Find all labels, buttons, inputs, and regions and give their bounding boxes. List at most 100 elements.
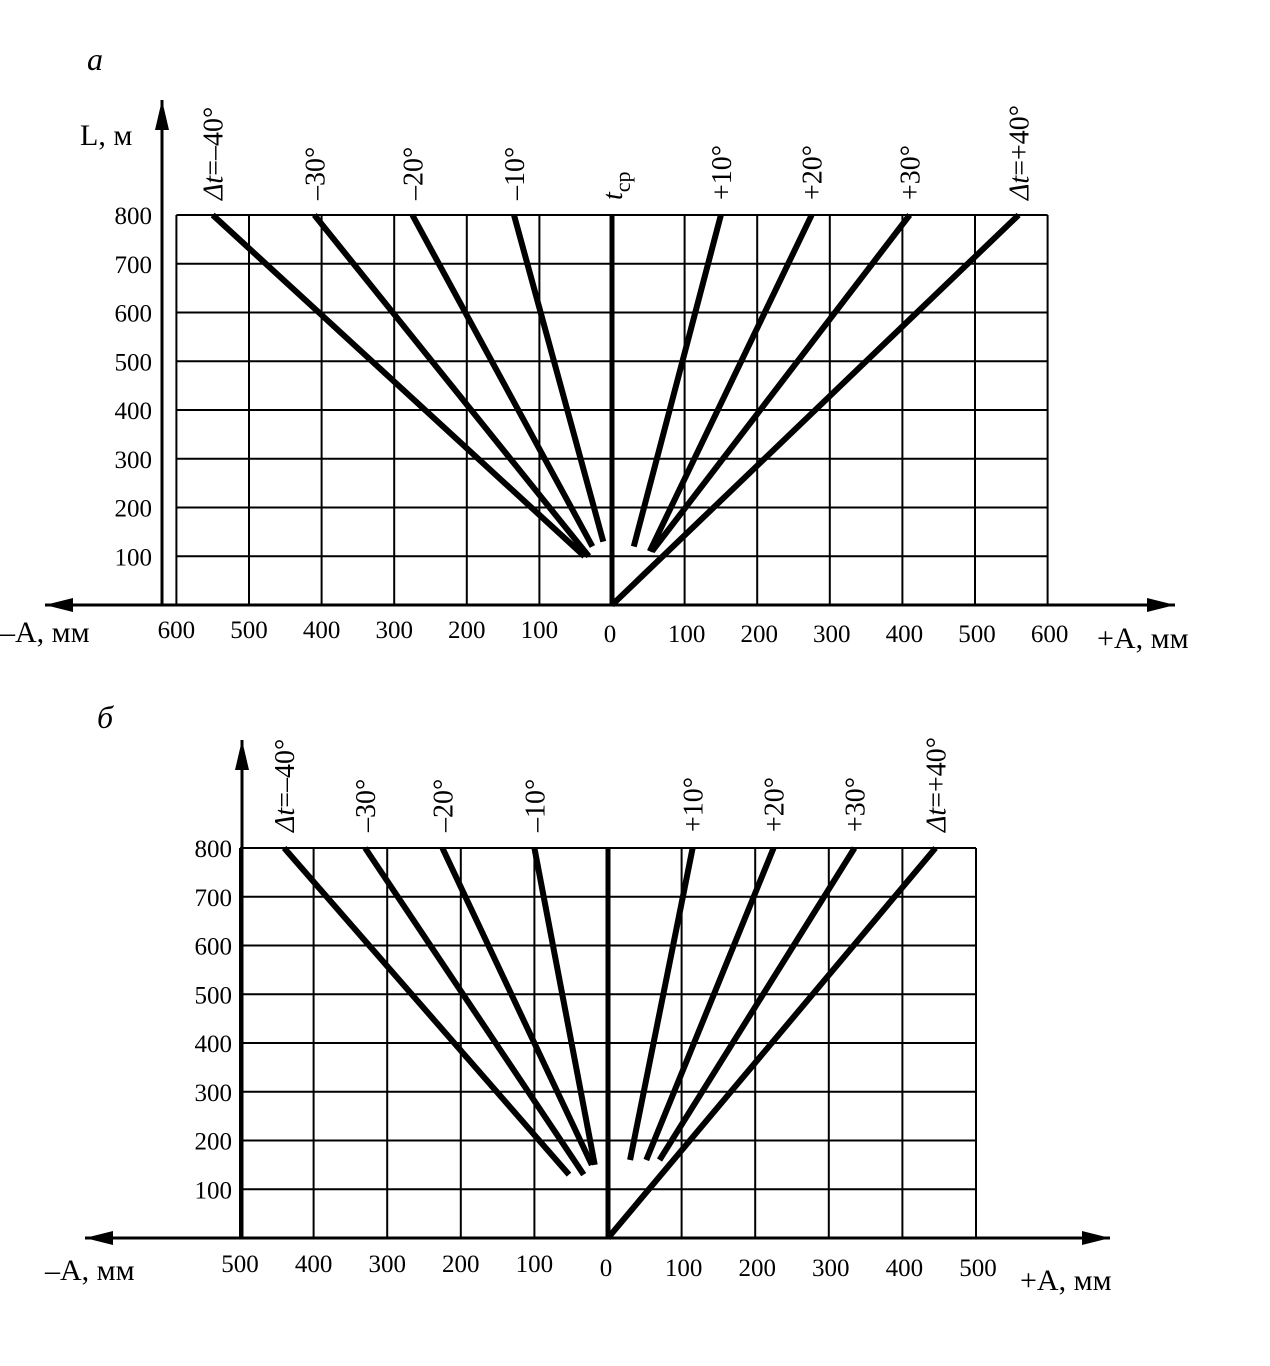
series-label: Δt=+40° <box>1005 105 1036 201</box>
x-axis-label-positive: +A, мм <box>1097 622 1189 655</box>
chart-panel-b: 100 200 300 400 500 600 700 800 500 400 300 200 100 0… <box>44 699 1112 1297</box>
y-tick-label: 200 <box>195 1129 233 1156</box>
y-tick-label: 500 <box>195 982 233 1009</box>
series-label: +10° <box>679 777 710 832</box>
x-axis-arrow-right <box>1147 598 1175 612</box>
series-line <box>630 214 724 548</box>
series-line <box>627 847 696 1161</box>
x-axis-arrow-left <box>85 1231 113 1245</box>
x-tick-label: 500 <box>959 1255 997 1282</box>
series-label: Δt=+40° <box>922 737 953 833</box>
x-tick-label: 400 <box>886 621 924 648</box>
series-label-text: +30° <box>896 145 927 200</box>
y-axis-arrow <box>235 740 249 770</box>
y-tick-label: 800 <box>115 203 153 230</box>
y-tick-label: 100 <box>195 1177 233 1204</box>
series-label-text: –10° <box>500 147 531 201</box>
x-tick-label: 500 <box>221 1251 259 1278</box>
series-label-text: +30° <box>841 777 872 832</box>
series-label-text: =–40° <box>199 107 230 176</box>
x-tick-label: 500 <box>958 621 996 648</box>
x-axis-label-negative: –A, мм <box>0 616 90 649</box>
panel-label: б <box>97 699 114 735</box>
series-label-text: =+40° <box>1005 105 1036 176</box>
series-label: +30° <box>896 145 927 200</box>
x-tick-label: 100 <box>516 1251 554 1278</box>
x-tick-label: 300 <box>813 621 851 648</box>
x-axis-label-negative: –A, мм <box>44 1254 135 1287</box>
series-line <box>409 213 596 548</box>
x-tick-label: 0 <box>604 621 617 648</box>
panel-label: а <box>87 41 103 77</box>
x-tick-label: 200 <box>740 621 778 648</box>
series-line <box>609 212 1021 608</box>
series-label: +20° <box>760 777 791 832</box>
chart-panel-a: 100 200 300 400 500 600 700 800 600 500 400 300 200 1… <box>0 41 1189 655</box>
x-tick-label: 200 <box>738 1255 776 1282</box>
series-label-prefix: Δt <box>922 807 953 833</box>
y-axis-arrow <box>155 100 169 130</box>
series-label: +30° <box>841 777 872 832</box>
y-tick-label: 200 <box>115 496 153 523</box>
series-label-prefix: Δt <box>1005 175 1036 201</box>
series-label-text: –30° <box>300 147 331 201</box>
y-tick-label: 800 <box>195 836 233 863</box>
x-tick-label: 200 <box>442 1251 480 1278</box>
x-tick-label: 600 <box>158 617 196 644</box>
series-label: +20° <box>798 145 829 200</box>
series-label-prefix: t <box>598 191 629 200</box>
y-tick-label: 400 <box>115 398 153 425</box>
x-tick-label: 200 <box>448 617 486 644</box>
y-tick-label: 600 <box>115 301 153 328</box>
x-tick-label: 600 <box>1031 621 1069 648</box>
x-axis-label-positive: +A, мм <box>1020 1264 1112 1297</box>
series-label: Δt=–40° <box>199 107 230 201</box>
x-tick-label: 400 <box>886 1255 924 1282</box>
series-label: –10° <box>500 147 531 201</box>
series-label: Δt=–40° <box>270 739 301 833</box>
series-label: tср <box>598 171 635 200</box>
y-axis-label: L, м <box>80 119 132 152</box>
x-tick-label: 400 <box>303 617 341 644</box>
x-axis-arrow-right <box>1082 1231 1110 1245</box>
series-label-subscript: ср <box>610 171 635 192</box>
series-line <box>511 214 607 543</box>
x-tick-label: 100 <box>665 1255 703 1282</box>
series-label-text: –10° <box>520 779 551 833</box>
series-label: –20° <box>398 147 429 201</box>
series-line <box>312 213 592 559</box>
series-line <box>649 213 913 554</box>
series-line <box>531 847 598 1166</box>
series-label: +10° <box>707 145 738 200</box>
series-line <box>656 846 858 1162</box>
series-line <box>210 212 587 559</box>
series-line <box>439 846 595 1167</box>
y-tick-label: 700 <box>195 885 233 912</box>
series-label: –20° <box>428 779 459 833</box>
y-tick-label: 300 <box>195 1080 233 1107</box>
series-label-prefix: Δt <box>270 807 301 833</box>
y-tick-label: 600 <box>195 934 233 961</box>
x-tick-label: 0 <box>600 1255 613 1282</box>
y-tick-label: 500 <box>115 349 153 376</box>
series-label-text: –30° <box>351 779 382 833</box>
series-label: –10° <box>520 779 551 833</box>
x-axis-arrow-left <box>45 598 73 612</box>
x-tick-label: 100 <box>521 617 559 644</box>
x-tick-label: 300 <box>375 617 413 644</box>
y-tick-label: 100 <box>115 544 153 571</box>
x-tick-label: 300 <box>812 1255 850 1282</box>
series-label-text: +10° <box>707 145 738 200</box>
series-label-text: +20° <box>798 145 829 200</box>
y-tick-label: 300 <box>115 447 153 474</box>
series-label-text: –20° <box>398 147 429 201</box>
y-tick-label: 400 <box>195 1031 233 1058</box>
x-tick-label: 300 <box>368 1251 406 1278</box>
series-line <box>647 213 815 553</box>
y-tick-label: 700 <box>115 252 153 279</box>
x-tick-label: 400 <box>295 1251 333 1278</box>
series-line <box>643 846 777 1162</box>
series-label-text: =+40° <box>922 737 953 808</box>
series-label-text: +20° <box>760 777 791 832</box>
